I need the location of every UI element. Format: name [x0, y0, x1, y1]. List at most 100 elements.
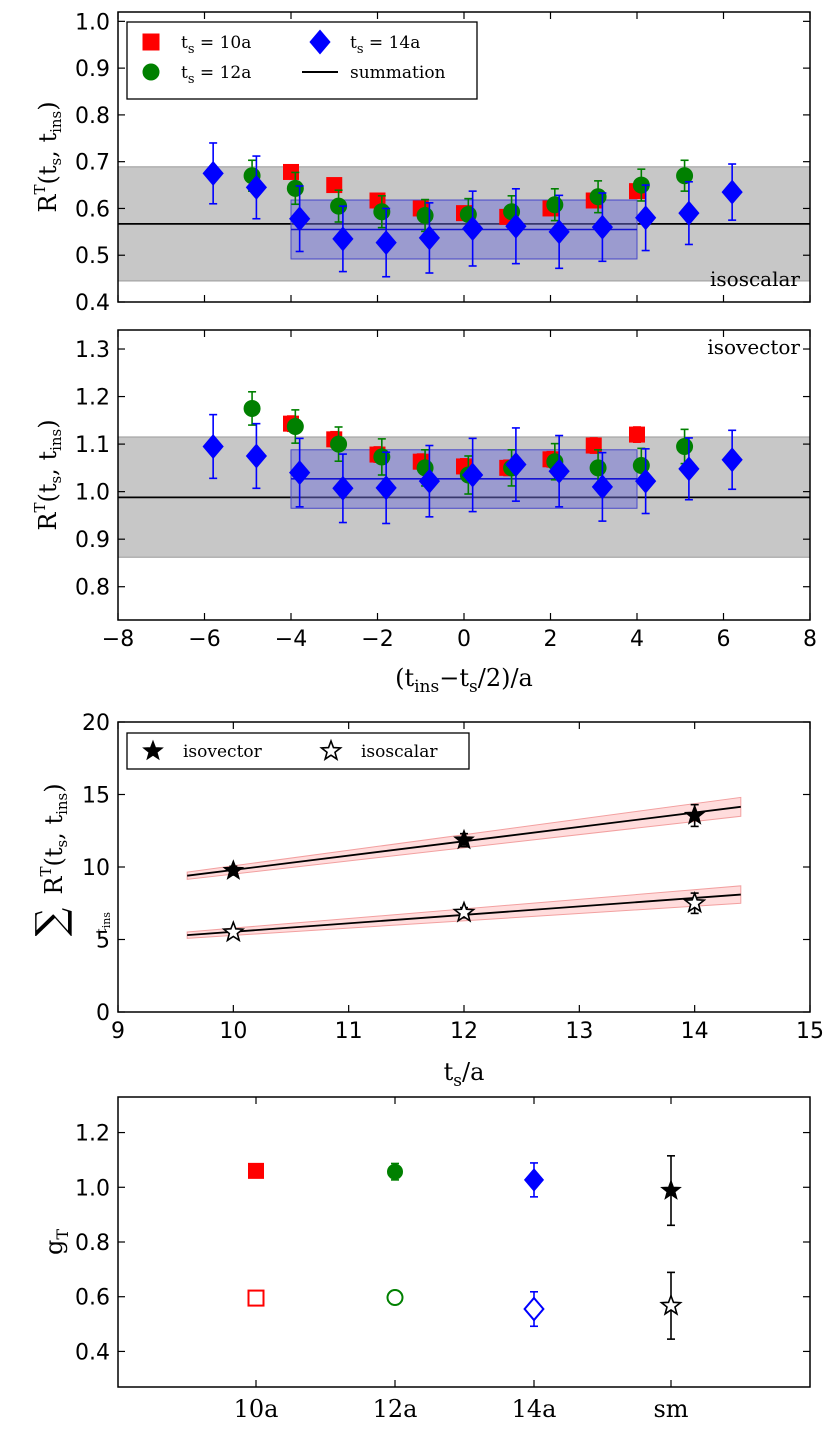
- isovector-xtick-label: 6: [717, 627, 731, 652]
- diamond-point: [462, 216, 484, 242]
- isovector-ytick-label: 1.2: [75, 386, 110, 411]
- circle-point: [416, 206, 434, 224]
- legend-label: summation: [350, 63, 446, 83]
- isoscalar-square: [247, 1289, 265, 1307]
- isovector-point: [453, 828, 475, 850]
- isovector-ylabel-part: s: [47, 476, 65, 484]
- circle-point: [286, 418, 304, 436]
- isoscalar-ylabel-part: ins: [47, 111, 65, 133]
- legend-diamond: [309, 29, 331, 55]
- isoscalar-ylabel-part: (t: [34, 165, 62, 184]
- circle-point: [546, 196, 564, 214]
- legend-label: isovector: [183, 742, 263, 762]
- panel-isovector: 0.80.91.01.11.21.3−8 −6 −4 −2 0 2 4 6 8RT(ts, ti…: [31, 329, 817, 697]
- panel-g-T: 0.4 0.6 0.8 1.0 1.2 10a 12a 14a sm gT: [40, 1096, 811, 1423]
- isovector-ylabel-part: R: [34, 512, 62, 531]
- isovector-point: [222, 859, 245, 880]
- isoscalar-ytick-label: 1.0: [75, 10, 110, 35]
- gT-ytick-label: 1.2: [75, 1122, 110, 1147]
- circle-point: [243, 399, 261, 417]
- isoscalar-ylabel-part: ): [34, 101, 62, 110]
- isovector-ytick-label: 1.0: [75, 481, 110, 506]
- diamond-point: [462, 462, 484, 488]
- gT-ytick-label: 0.6: [75, 1286, 110, 1311]
- xlabel-part: s: [469, 677, 478, 697]
- category-label: 10a: [234, 1395, 279, 1423]
- isovector-ytick-label: 0.8: [75, 576, 110, 601]
- circle-point: [676, 167, 694, 185]
- diamond-point: [591, 214, 614, 240]
- isoscalar-ytick-label: 0.5: [75, 244, 110, 269]
- gT-ylabel: gT: [40, 1229, 72, 1255]
- isoscalar-diamond: [523, 1296, 545, 1322]
- diamond-point: [505, 213, 527, 239]
- sum-xtick-label: 15: [796, 1019, 824, 1044]
- sum-xtick-label: 14: [681, 1019, 709, 1044]
- diamond-point: [721, 447, 743, 473]
- sum-ytick-label: 5: [96, 929, 110, 954]
- legend-circle: [142, 63, 160, 81]
- sum-subscript-prefix-part: t: [94, 928, 110, 934]
- gT-ylabel-part: T: [53, 1229, 72, 1240]
- circle-point: [330, 435, 348, 453]
- isoscalar-ytick-label: 0.7: [75, 151, 110, 176]
- isoscalar-ytick-label: 0.4: [75, 291, 110, 316]
- circle-point: [676, 437, 694, 455]
- isovector-star: [660, 1179, 682, 1200]
- xlabel-part: /a: [462, 1058, 484, 1086]
- isoscalar-circle: [386, 1289, 404, 1307]
- gT-ytick-label: 1.0: [75, 1176, 110, 1201]
- sum-xtick-label: 10: [219, 1019, 247, 1044]
- legend-item: ts = 10a: [142, 33, 251, 57]
- panel-summation-fit: 0 5 10 15 20 9 10 11 12 13 14 15 isovector isoscalar t…: [28, 711, 824, 1091]
- panel-annotation: isoscalar: [710, 267, 800, 291]
- isovector-ylabel-part: , t: [34, 451, 62, 476]
- circle-point: [589, 188, 607, 206]
- legend-square: [142, 33, 160, 51]
- isovector-xtick-label: 2: [544, 627, 558, 652]
- circle-point: [373, 203, 391, 221]
- isoscalar-ytick-label: 0.8: [75, 104, 110, 129]
- isovector-ylabel-part: ins: [47, 429, 65, 451]
- isovector-xtick-label: 8: [803, 627, 817, 652]
- isovector-ytick-label: 1.1: [75, 433, 110, 458]
- xlabel-part: /2)/a: [478, 664, 533, 692]
- xlabel: ts/a: [444, 1058, 485, 1091]
- isovector-ylabel: RT(ts, tins): [31, 419, 65, 530]
- circle-point: [373, 448, 391, 466]
- category-label: sm: [653, 1395, 688, 1423]
- isoscalar-point: [682, 890, 707, 914]
- sum-xtick-label: 9: [111, 1019, 125, 1044]
- sum-xtick-label: 13: [565, 1019, 593, 1044]
- sum-subscript-prefix: tins: [94, 912, 113, 934]
- series-diamond: [202, 142, 743, 278]
- gT-ytick-label: 0.4: [75, 1340, 110, 1365]
- legend-isoscalar: [319, 738, 343, 761]
- legend-label: ts = 12a: [181, 63, 251, 87]
- diamond-point: [245, 443, 268, 469]
- diamond-point: [418, 468, 441, 494]
- diamond-point: [505, 452, 527, 478]
- diamond-point: [678, 200, 700, 226]
- gT-ylabel-part: g: [40, 1240, 68, 1255]
- diamond-point: [375, 230, 397, 256]
- legend-label: ts = 10a: [181, 33, 251, 57]
- isovector-ylabel-part: ): [34, 419, 62, 428]
- diamond-point: [591, 474, 614, 500]
- legend-label: isoscalar: [361, 742, 438, 762]
- legend-label: ts = 14a: [350, 33, 420, 57]
- sum-ylabel: RT(ts, tins): [37, 783, 71, 894]
- diamond-point: [332, 475, 354, 501]
- diamond-point: [375, 475, 397, 501]
- legend-item: ts = 12a: [142, 63, 251, 87]
- isoscalar-ytick-label: 0.6: [75, 197, 110, 222]
- isovector-diamond: [523, 1168, 545, 1192]
- plot-frame: [117, 1096, 811, 1388]
- category-label: 12a: [373, 1395, 418, 1423]
- isovector-circle: [387, 1163, 403, 1180]
- diamond-point: [418, 225, 441, 251]
- legend-item: summation: [302, 63, 446, 83]
- isoscalar-star: [659, 1293, 683, 1316]
- isovector-xtick-label: −6: [188, 627, 220, 652]
